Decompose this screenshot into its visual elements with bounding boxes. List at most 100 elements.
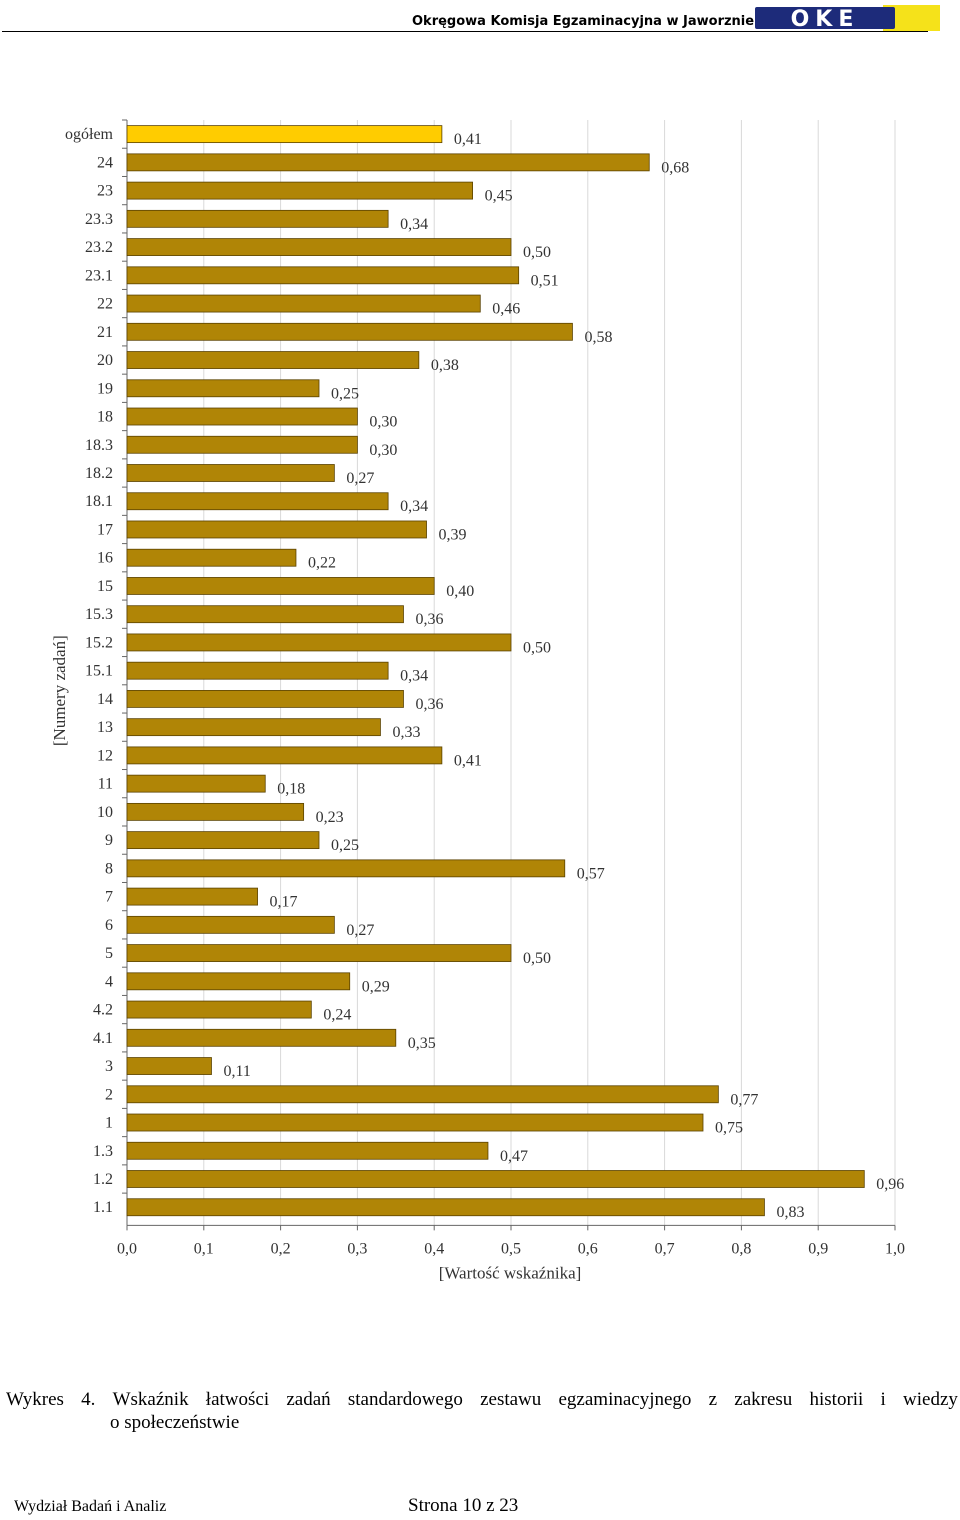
data-label: 0,40 [446, 583, 474, 600]
data-label: 0,57 [577, 865, 605, 882]
category-label: 15.2 [85, 634, 113, 651]
bar [126, 1057, 212, 1075]
data-label: 0,38 [431, 357, 459, 374]
data-label: 0,50 [523, 244, 551, 261]
bar [126, 548, 297, 567]
x-tick-label: 0,8 [731, 1240, 751, 1257]
bar [126, 294, 481, 313]
bar [126, 322, 573, 341]
data-label: 0,47 [500, 1148, 528, 1165]
x-tick-label: 0,1 [194, 1240, 214, 1257]
data-label: 0,96 [876, 1176, 904, 1193]
x-axis-title: [Wartość wskaźnika] [439, 1263, 582, 1282]
bar [126, 209, 389, 228]
bar [126, 774, 266, 793]
data-label: 0,34 [400, 216, 428, 233]
caption-word: 4. [81, 1389, 96, 1410]
data-label: 0,30 [369, 442, 397, 459]
data-label: 0,23 [316, 809, 344, 826]
bar [126, 1000, 312, 1019]
data-label: 0,18 [277, 781, 305, 798]
category-label: 20 [97, 352, 113, 369]
data-label: 0,25 [331, 385, 359, 402]
data-label: 0,11 [223, 1063, 250, 1080]
bar [126, 887, 258, 906]
category-label: 6 [105, 917, 113, 934]
data-label: 0,34 [400, 498, 428, 515]
data-label: 0,41 [454, 752, 482, 769]
bar [126, 492, 389, 511]
data-label: 0,50 [523, 639, 551, 656]
category-label: 17 [97, 521, 113, 538]
data-label: 0,36 [415, 611, 443, 628]
category-label: 8 [105, 860, 113, 877]
caption-word: wiedzy [903, 1389, 958, 1410]
data-label: 0,39 [439, 526, 467, 543]
category-label: 15.1 [85, 663, 113, 680]
x-tick-label: 1,0 [885, 1240, 905, 1257]
footer-page-number: Strona 10 z 23 [408, 1495, 519, 1516]
bar [126, 1141, 489, 1160]
category-label: 12 [97, 747, 113, 764]
category-label: 18 [97, 409, 113, 426]
data-label: 0,41 [454, 131, 482, 148]
data-label: 0,27 [346, 922, 374, 939]
category-label: 23.2 [85, 239, 113, 256]
category-label: 1.3 [93, 1143, 113, 1160]
category-label: 9 [105, 832, 113, 849]
category-label: 23.1 [85, 267, 113, 284]
data-label: 0,33 [392, 724, 420, 741]
caption-word: zadań [286, 1389, 331, 1410]
category-label: 4.1 [93, 1030, 113, 1047]
bar [126, 153, 650, 172]
bar [126, 1113, 704, 1132]
data-label: 0,83 [776, 1204, 804, 1221]
oke-logo: OKE [755, 5, 940, 31]
caption-word: Wskaźnik [112, 1389, 189, 1410]
bar [126, 1085, 719, 1104]
caption-line-1: Wykres 4. Wskaźnik łatwości zadań standardowe… [6, 1388, 958, 1411]
category-label: 18.3 [85, 437, 113, 454]
data-label: 0,77 [730, 1091, 758, 1108]
caption-word: historii [809, 1389, 864, 1410]
bar [126, 520, 427, 539]
category-label: 10 [97, 804, 113, 821]
data-label: 0,51 [531, 272, 559, 289]
bar [126, 1170, 865, 1188]
data-label: 0,22 [308, 555, 336, 572]
caption-word: standardowego [347, 1389, 463, 1410]
caption-word: zakresu [734, 1389, 793, 1410]
data-label: 0,58 [584, 329, 612, 346]
bar [126, 351, 420, 369]
bar [126, 266, 520, 285]
bar [126, 407, 358, 426]
category-label: 23.3 [85, 211, 113, 228]
caption-word: łatwości [205, 1389, 270, 1410]
category-label: 21 [97, 324, 113, 341]
bar [126, 577, 435, 595]
header-institution: Okręgowa Komisja Egzaminacyjna w Jaworzn… [412, 14, 755, 29]
category-label: 24 [97, 154, 113, 171]
category-label: 18.1 [85, 493, 113, 510]
data-label: 0,17 [270, 894, 298, 911]
bar [126, 125, 443, 144]
data-label: 0,25 [331, 837, 359, 854]
bar [126, 238, 512, 256]
bar [126, 915, 335, 934]
data-label: 0,46 [492, 301, 520, 318]
data-label: 0,50 [523, 950, 551, 967]
x-tick-label: 0,6 [578, 1240, 598, 1257]
footer-department: Wydział Badań i Analiz [14, 1498, 167, 1515]
category-label: 15.3 [85, 606, 113, 623]
category-label: 2 [105, 1086, 113, 1103]
category-label: 7 [105, 889, 113, 906]
bar [126, 859, 566, 878]
bar [126, 802, 305, 821]
category-label: 14 [97, 691, 113, 708]
x-tick-label: 0,9 [808, 1240, 828, 1257]
bar [126, 661, 389, 680]
caption-word: Wykres [6, 1389, 64, 1410]
data-label: 0,68 [661, 159, 689, 176]
caption-line-2: o społeczeństwie [110, 1412, 240, 1433]
bar [126, 690, 404, 708]
